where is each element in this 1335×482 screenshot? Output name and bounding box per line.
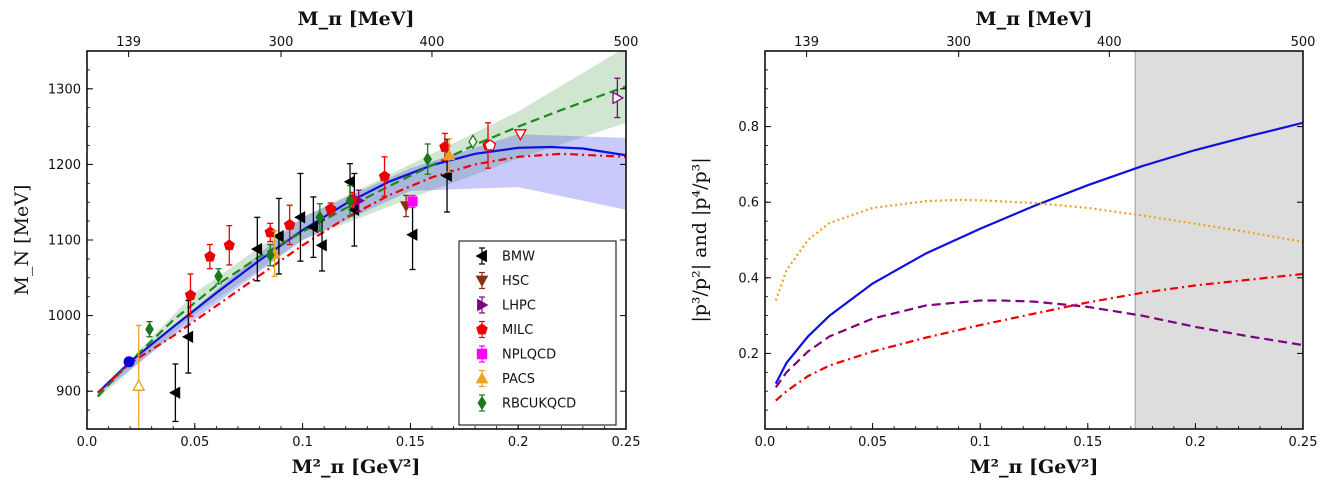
left-curves xyxy=(96,85,626,398)
legend-label: LHPC xyxy=(502,299,536,314)
left-y-tick-label: 1200 xyxy=(48,158,81,173)
right-curves xyxy=(774,121,1303,402)
legend-entry-milc: MILC xyxy=(476,320,533,339)
legend-label: NPLQCD xyxy=(502,348,556,363)
right-x-tick-label: 0.05 xyxy=(858,435,887,450)
right-y-tick-label: 0.8 xyxy=(738,120,759,135)
right-x-axis-title: M²_π [GeV²] xyxy=(970,456,1099,478)
left-y-axis-title: M_N [MeV] xyxy=(11,185,33,296)
left-x-tick-label: 0.2 xyxy=(508,435,529,450)
milc-point xyxy=(283,204,296,246)
left-error-band-1 xyxy=(97,134,626,395)
bmw-point xyxy=(181,299,194,374)
rbcukqcd-point xyxy=(145,320,154,338)
right-top-tick-label: 400 xyxy=(1097,35,1122,50)
left-y-tick-label: 1100 xyxy=(48,234,81,249)
bmw-point xyxy=(294,172,306,262)
right-shaded-region xyxy=(1134,50,1304,430)
left-x-tick-label: 0.1 xyxy=(292,435,313,450)
legend-entry-rbcukqcd: RBCUKQCD xyxy=(477,394,576,412)
right-curve-dashed xyxy=(774,299,1303,389)
rbcukqcd-point xyxy=(423,143,432,175)
milc-point xyxy=(264,222,276,243)
legend-entry-nplqcd: NPLQCD xyxy=(476,345,556,363)
bmw-point xyxy=(272,197,284,275)
rbcukqcd-point xyxy=(265,243,275,267)
right-top-tick-label: 500 xyxy=(1291,35,1316,50)
open-point xyxy=(468,134,478,150)
right-ticks: 0.0 0.05 0.1 0.15 0.2 0.25 0.2 0.4 0.6 0.8 139 300 4… xyxy=(738,35,1317,450)
right-y-tick-label: 0.4 xyxy=(738,271,759,286)
rbcukqcd-point xyxy=(315,203,325,232)
right-x-tick-label: 0.2 xyxy=(1185,435,1206,450)
nplqcd-point xyxy=(407,194,418,209)
left-x-tick-label: 0.15 xyxy=(396,435,425,450)
pacs-point xyxy=(443,138,456,173)
right-x-tick-label: 0.25 xyxy=(1289,435,1318,450)
legend-label: PACS xyxy=(502,372,535,387)
bmw-point xyxy=(315,218,327,272)
right-panel: 0.0 0.05 0.1 0.15 0.2 0.25 0.2 0.4 0.6 0.8 139 300 4… xyxy=(689,8,1317,478)
rbcukqcd-point xyxy=(214,268,223,285)
left-y-tick-label: 900 xyxy=(56,385,81,400)
legend-entry-hsc: HSC xyxy=(475,271,529,290)
left-top-tick-label: 400 xyxy=(420,35,445,50)
left-x-tick-label: 0.25 xyxy=(612,435,641,450)
legend-label: HSC xyxy=(502,274,529,289)
left-x-tick-label: 0.0 xyxy=(77,435,98,450)
right-curve-dashdot xyxy=(775,272,1303,402)
left-top-axis-title: M_π [MeV] xyxy=(298,8,415,30)
left-top-tick-label: 500 xyxy=(614,35,639,50)
legend-label: MILC xyxy=(502,323,533,338)
left-fit-curve-solid xyxy=(97,145,626,394)
left-y-tick-label: 1300 xyxy=(48,82,81,97)
milc-point xyxy=(204,243,216,270)
right-x-tick-label: 0.1 xyxy=(970,435,991,450)
left-top-tick-label: 139 xyxy=(116,35,141,50)
left-x-tick-label: 0.05 xyxy=(180,435,209,450)
right-curve-solid xyxy=(774,121,1303,385)
legend-label: RBCUKQCD xyxy=(502,397,576,412)
milc-point xyxy=(223,224,235,266)
left-points xyxy=(123,77,625,429)
legend-label: BMW xyxy=(502,250,535,265)
right-top-axis-title: M_π [MeV] xyxy=(976,8,1093,30)
left-fit-curve-dashdot xyxy=(97,152,626,394)
right-top-tick-label: 139 xyxy=(794,35,819,50)
legend-entry-lhpc: LHPC xyxy=(477,296,536,314)
left-fit-curve-dashed xyxy=(96,85,626,398)
open-point xyxy=(484,139,497,151)
milc-point xyxy=(378,156,391,197)
open-point xyxy=(513,129,528,142)
bmw-point xyxy=(307,196,319,259)
right-y-axis-title: |p³/p²| and |p⁴/p³| xyxy=(689,157,711,322)
milc-point xyxy=(324,202,337,216)
milc-point xyxy=(184,273,197,318)
bmw-point xyxy=(169,363,181,423)
legend-entry-bmw: BMW xyxy=(475,247,535,265)
legend: BMW HSC LHPC MILC NPLQCD PACS RBCUKQCD xyxy=(458,240,617,426)
right-y-tick-label: 0.2 xyxy=(738,347,759,362)
left-ticks: 0.0 0.05 0.1 0.15 0.2 0.25 900 1000 1100 1200 1300… xyxy=(48,35,641,450)
left-panel: 0.0 0.05 0.1 0.15 0.2 0.25 900 1000 1100 1200 1300… xyxy=(11,8,640,478)
bmw-point xyxy=(250,216,263,282)
rbcukqcd-point xyxy=(345,184,355,217)
left-top-tick-label: 300 xyxy=(269,35,294,50)
physical-point xyxy=(123,356,135,368)
right-y-tick-label: 0.6 xyxy=(738,196,759,211)
open-point xyxy=(132,379,146,391)
right-x-tick-label: 0.0 xyxy=(755,435,776,450)
right-x-tick-label: 0.15 xyxy=(1073,435,1102,450)
right-top-tick-label: 300 xyxy=(946,35,971,50)
legend-entry-pacs: PACS xyxy=(475,369,535,388)
open-point xyxy=(612,91,625,105)
left-x-axis-title: M²_π [GeV²] xyxy=(292,456,421,478)
bmw-point xyxy=(406,199,418,271)
left-y-tick-label: 1000 xyxy=(48,309,81,324)
